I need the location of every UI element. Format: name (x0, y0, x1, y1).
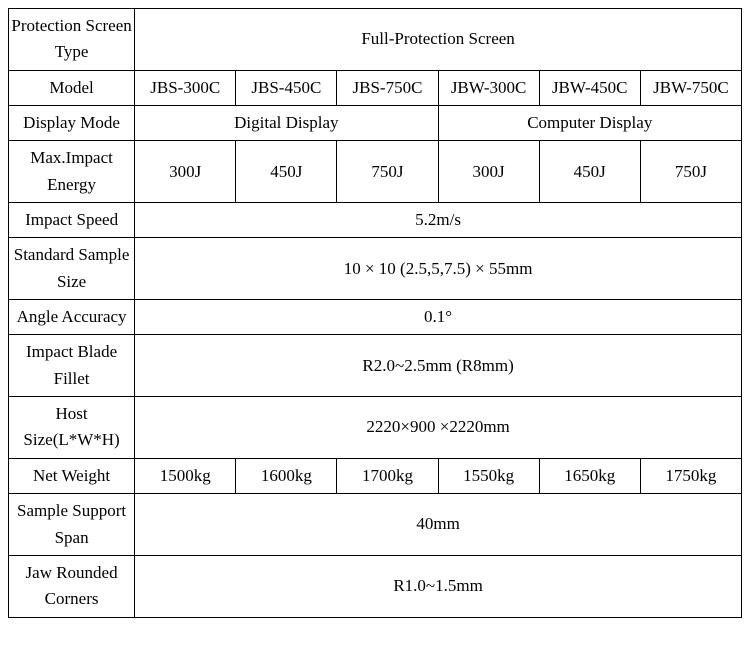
cell-net-weight: 1700kg (337, 458, 438, 493)
cell-max-impact-energy: 450J (539, 141, 640, 203)
table-row: Net Weight 1500kg 1600kg 1700kg 1550kg 1… (9, 458, 742, 493)
cell-model: JBW-300C (438, 70, 539, 105)
row-label-impact-blade-fillet: Impact Blade Fillet (9, 335, 135, 397)
cell-host-size: 2220×900 ×2220mm (135, 397, 742, 459)
row-label-display-mode: Display Mode (9, 106, 135, 141)
table-row: Host Size(L*W*H) 2220×900 ×2220mm (9, 397, 742, 459)
cell-display-mode: Computer Display (438, 106, 741, 141)
table-row: Angle Accuracy 0.1° (9, 300, 742, 335)
cell-net-weight: 1650kg (539, 458, 640, 493)
table-row: Impact Blade Fillet R2.0~2.5mm (R8mm) (9, 335, 742, 397)
cell-model: JBS-300C (135, 70, 236, 105)
cell-net-weight: 1550kg (438, 458, 539, 493)
cell-model: JBS-750C (337, 70, 438, 105)
row-label-angle-accuracy: Angle Accuracy (9, 300, 135, 335)
cell-max-impact-energy: 450J (236, 141, 337, 203)
cell-jaw-rounded-corners: R1.0~1.5mm (135, 555, 742, 617)
cell-display-mode: Digital Display (135, 106, 438, 141)
cell-max-impact-energy: 750J (337, 141, 438, 203)
cell-net-weight: 1500kg (135, 458, 236, 493)
cell-net-weight: 1600kg (236, 458, 337, 493)
cell-impact-speed: 5.2m/s (135, 203, 742, 238)
table-row: Jaw Rounded Corners R1.0~1.5mm (9, 555, 742, 617)
table-row: Standard Sample Size 10 × 10 (2.5,5,7.5)… (9, 238, 742, 300)
row-label-model: Model (9, 70, 135, 105)
cell-max-impact-energy: 750J (640, 141, 741, 203)
cell-model: JBS-450C (236, 70, 337, 105)
cell-impact-blade-fillet: R2.0~2.5mm (R8mm) (135, 335, 742, 397)
table-row: Sample Support Span 40mm (9, 494, 742, 556)
row-label-impact-speed: Impact Speed (9, 203, 135, 238)
table-row: Display Mode Digital Display Computer Di… (9, 106, 742, 141)
cell-protection-screen-type: Full-Protection Screen (135, 9, 742, 71)
row-label-net-weight: Net Weight (9, 458, 135, 493)
table-row: Model JBS-300C JBS-450C JBS-750C JBW-300… (9, 70, 742, 105)
cell-sample-support-span: 40mm (135, 494, 742, 556)
row-label-protection-screen-type: Protection Screen Type (9, 9, 135, 71)
cell-max-impact-energy: 300J (135, 141, 236, 203)
cell-net-weight: 1750kg (640, 458, 741, 493)
cell-max-impact-energy: 300J (438, 141, 539, 203)
row-label-max-impact-energy: Max.Impact Energy (9, 141, 135, 203)
cell-standard-sample-size: 10 × 10 (2.5,5,7.5) × 55mm (135, 238, 742, 300)
cell-model: JBW-750C (640, 70, 741, 105)
row-label-jaw-rounded-corners: Jaw Rounded Corners (9, 555, 135, 617)
cell-model: JBW-450C (539, 70, 640, 105)
table-row: Protection Screen Type Full-Protection S… (9, 9, 742, 71)
row-label-sample-support-span: Sample Support Span (9, 494, 135, 556)
row-label-standard-sample-size: Standard Sample Size (9, 238, 135, 300)
table-row: Impact Speed 5.2m/s (9, 203, 742, 238)
row-label-host-size: Host Size(L*W*H) (9, 397, 135, 459)
table-row: Max.Impact Energy 300J 450J 750J 300J 45… (9, 141, 742, 203)
spec-table: Protection Screen Type Full-Protection S… (8, 8, 742, 618)
cell-angle-accuracy: 0.1° (135, 300, 742, 335)
